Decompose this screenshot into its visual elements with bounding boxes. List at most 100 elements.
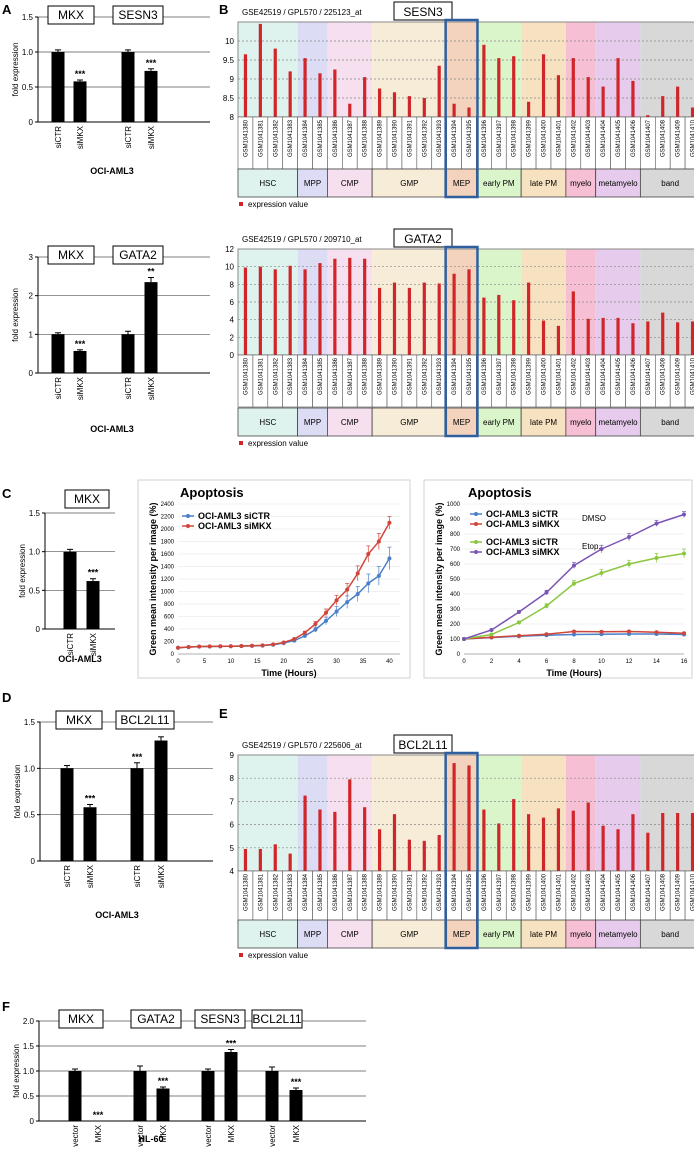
data-point [324,610,328,615]
sample-label: GSM1041393 [437,119,443,157]
stage-label: myelo [570,418,592,427]
stage-cell [371,407,448,437]
stage-cell [327,407,373,437]
sample-label: GSM1041405 [616,357,622,395]
y-tick-label: 700 [450,547,461,553]
stage-label: CMP [341,418,359,427]
bar [601,317,605,355]
legend-label: OCI-AML3 siMKX [198,521,272,531]
bar [661,813,665,871]
bar [452,763,456,871]
bar [601,825,605,871]
chart-C2: 0200400600800100012001400160018002000220… [137,479,411,679]
data-point [654,556,659,560]
bar [616,829,620,871]
stage-label: band [661,179,679,188]
y-tick-label: 2400 [161,502,175,508]
gene-label: MKX [58,248,84,262]
sample-label: GSM1041383 [288,873,294,911]
x-tick-label: 2 [490,659,494,665]
legend-marker [474,512,478,516]
mep-highlight [444,245,479,438]
data-point [517,620,521,625]
y-tick-label: 5 [230,844,235,853]
gene-box [393,734,453,754]
significance-label: *** [75,339,86,349]
gene-label: GATA2 [119,248,157,262]
sample-label: GSM1041391 [407,119,413,157]
sample-label: GSM1041407 [646,119,652,157]
bar [437,65,441,117]
bar [333,69,337,117]
bar [646,832,650,871]
bar [676,86,680,117]
bar [363,258,367,355]
y-tick-label: 0 [29,369,34,378]
bar [556,325,561,355]
sample-label: GSM1041392 [422,119,428,157]
gene-box [393,228,453,248]
bar [422,282,426,355]
legend-marker [474,540,478,544]
bar [616,317,620,355]
bar [392,282,397,355]
legend-group-label: Etop. [582,542,601,551]
gene-box [55,710,103,730]
sample-label: GSM1041390 [392,119,398,157]
panel-label-D: D [2,690,11,705]
sample-label: GSM1041399 [527,119,533,157]
y-tick-label: 400 [164,627,175,633]
sample-label: GSM1041386 [333,119,339,157]
stage-cell [565,168,597,198]
y-tick-label: 8 [230,113,235,122]
mep-highlight [444,751,479,950]
y-tick-label: 4 [230,867,235,876]
bar [377,829,382,871]
x-axis-label: Time (Hours) [546,668,601,678]
y-tick-label: 2200 [161,515,175,521]
legend-marker [474,550,478,554]
sample-label: GSM1041388 [363,119,369,157]
bar [586,802,590,871]
data-point [186,645,191,649]
stage-label: HSC [259,179,276,188]
category-label: vector [204,1125,213,1147]
bar [407,839,411,871]
data-point [654,521,659,526]
sample-label: GSM1041402 [571,119,577,157]
gene-label: BCL2L11 [252,1012,301,1026]
y-tick-label: 500 [450,577,461,583]
stage-label: metamyelo [598,930,638,939]
sample-label: GSM1041394 [452,119,458,157]
sample-label: GSM1041395 [467,873,473,911]
category-label: MKX [94,1124,103,1142]
sample-label: GSM1041405 [616,873,622,911]
data-point [302,633,307,638]
stage-label: early PM [483,179,515,188]
stage-label: MEP [453,930,470,939]
sample-label: GSM1041381 [258,873,264,911]
bar [631,814,635,871]
sample-label: GSM1041408 [661,873,667,911]
y-tick-label: 9.5 [223,56,235,65]
sample-label: GSM1041384 [303,873,309,911]
sample-label: GSM1041381 [258,119,264,157]
data-point [250,643,254,648]
bar [422,840,426,871]
data-point [292,637,297,641]
bar [437,835,441,871]
bar [348,257,352,355]
bar [497,823,501,871]
y-tick-label: 200 [450,622,461,628]
sample-label: GSM1041409 [676,873,682,911]
x-tick-label: 0 [176,659,180,665]
y-tick-label: 0 [230,351,235,360]
data-point [489,628,494,632]
stage-cell [565,407,597,437]
data-point [313,627,318,632]
category-label: vector [136,1125,145,1147]
category-label: siMKX [157,864,166,888]
stage-cell [595,919,641,949]
category-label: siCTR [66,633,75,655]
